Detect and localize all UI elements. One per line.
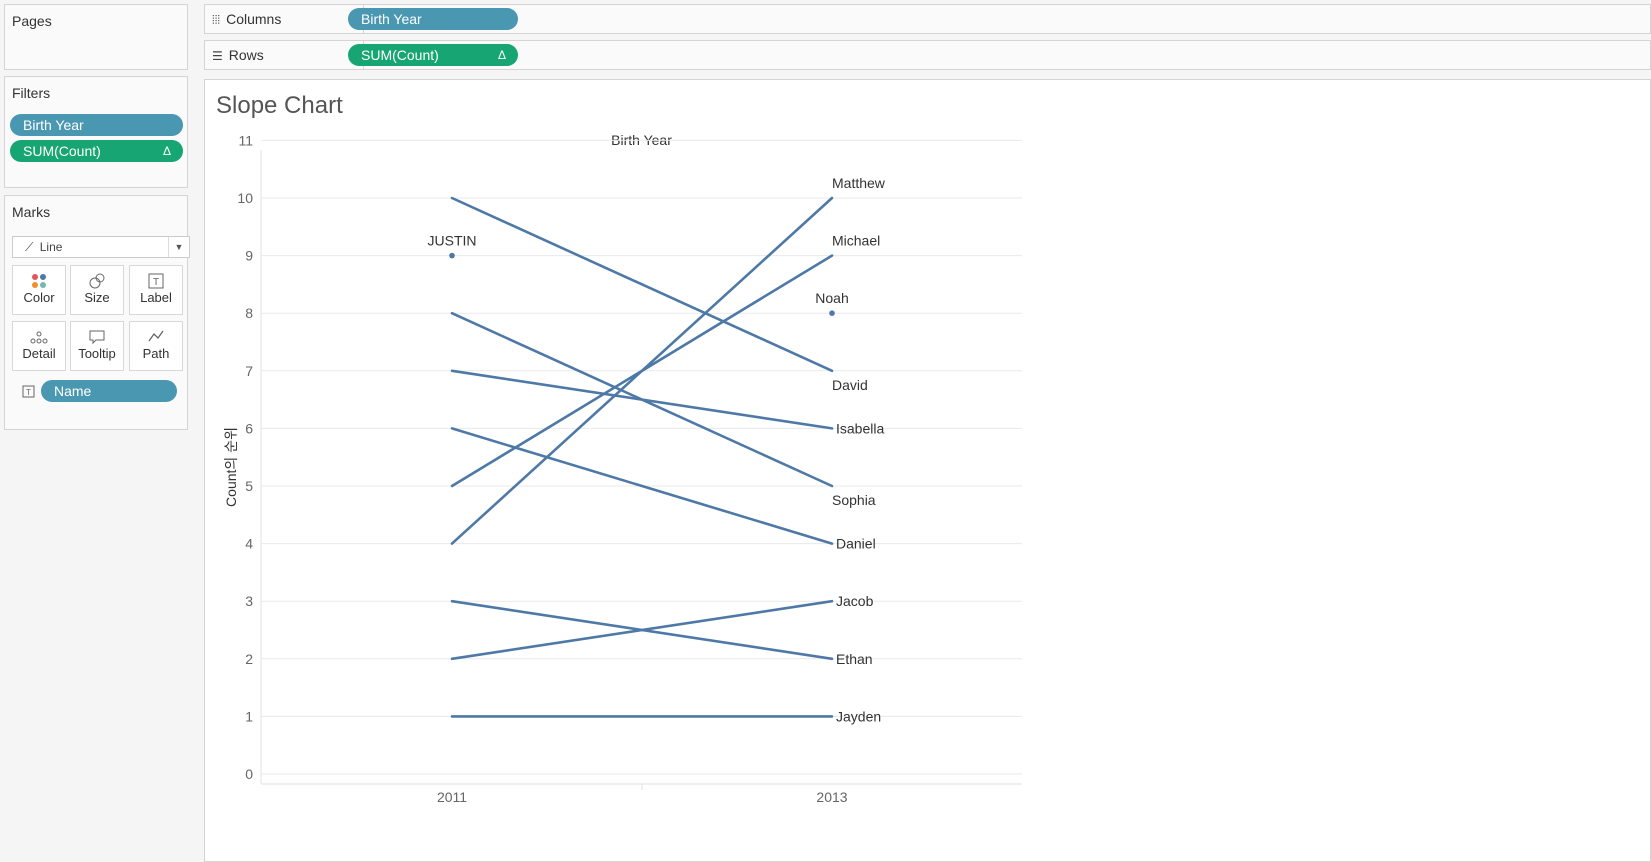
series-label: David: [832, 377, 868, 393]
filters-shelf[interactable]: Filters Birth Year SUM(Count) Δ: [4, 76, 188, 188]
rows-label: Rows: [228, 47, 264, 63]
y-tick-label: 3: [245, 593, 253, 609]
size-button[interactable]: Size: [70, 265, 124, 315]
y-tick-label: 2: [245, 651, 253, 667]
x-tick-label: 2013: [816, 789, 847, 805]
y-tick-label: 4: [245, 536, 253, 552]
sheet-title: Slope Chart: [216, 92, 343, 119]
series-label: Michael: [832, 233, 880, 249]
chevron-down-icon: ▼: [168, 237, 189, 257]
x-tick-label: 2011: [437, 789, 467, 805]
filter-pill-sum-count[interactable]: SUM(Count) Δ: [10, 140, 183, 162]
tooltip-icon: [71, 322, 123, 346]
path-icon: [130, 322, 182, 346]
series-line: [450, 196, 834, 373]
size-icon: [71, 266, 123, 290]
series-label: Jacob: [836, 593, 874, 609]
series-label: Daniel: [836, 536, 876, 552]
y-axis-title: Count의 순위: [223, 427, 239, 507]
columns-icon: ⦙⦙⦙: [212, 13, 221, 27]
series-label: Jayden: [836, 708, 881, 724]
delta-icon: Δ: [497, 48, 506, 62]
y-tick-label: 1: [245, 708, 253, 724]
filters-title: Filters: [12, 85, 51, 101]
series-line: [450, 599, 834, 661]
line-mark-icon: ⟋: [25, 240, 34, 254]
columns-label: Columns: [226, 11, 282, 27]
rows-icon: ☰: [212, 49, 223, 63]
series-line: [450, 311, 834, 488]
label-icon: T: [130, 266, 182, 290]
tooltip-button[interactable]: Tooltip: [70, 321, 124, 371]
path-button[interactable]: Path: [129, 321, 183, 371]
label-button[interactable]: T Label: [129, 265, 183, 315]
series-point: [829, 310, 835, 316]
svg-text:T: T: [153, 277, 159, 288]
series-label: Ethan: [836, 651, 873, 667]
y-tick-label: 11: [238, 132, 253, 148]
y-tick-label: 6: [245, 420, 253, 436]
columns-pill-birth-year[interactable]: Birth Year: [348, 8, 518, 30]
filter-pill-birth-year[interactable]: Birth Year: [10, 114, 183, 136]
series-label: Sophia: [832, 492, 876, 508]
mark-type-dropdown[interactable]: ⟋ Line ▼: [12, 236, 190, 258]
marks-title: Marks: [12, 204, 51, 220]
series-label: JUSTIN: [428, 233, 477, 249]
y-tick-label: 9: [245, 248, 253, 264]
columns-shelf[interactable]: ⦙⦙⦙ Columns Birth Year: [204, 4, 1651, 34]
pages-title: Pages: [12, 13, 52, 29]
label-icon: T: [22, 385, 35, 403]
series-point: [449, 252, 455, 259]
series-label: Matthew: [832, 175, 886, 191]
y-tick-label: 5: [245, 478, 253, 494]
marks-card: Marks ⟋ Line ▼ Color Size T Label Detail…: [4, 195, 190, 430]
worksheet-view: Slope Chart Birth Year 0 1 2 3 4 5 6 7 8 9 10 11 2011…: [204, 79, 1651, 862]
rows-pill-sum-count[interactable]: SUM(Count) Δ: [348, 44, 518, 66]
y-tick-label: 7: [245, 363, 253, 379]
pages-shelf[interactable]: Pages: [4, 4, 188, 70]
series-line: [450, 427, 834, 545]
color-icon: [13, 266, 65, 290]
detail-icon: [13, 322, 65, 346]
y-tick-label: 8: [245, 305, 253, 321]
series-label: Noah: [815, 290, 848, 306]
rows-shelf[interactable]: ☰ Rows SUM(Count) Δ: [204, 40, 1651, 70]
color-button[interactable]: Color: [12, 265, 66, 315]
series-label: Isabella: [836, 420, 884, 436]
detail-button[interactable]: Detail: [12, 321, 66, 371]
marks-field-pill-name[interactable]: Name: [41, 380, 177, 402]
delta-icon: Δ: [162, 144, 171, 158]
svg-text:T: T: [26, 388, 31, 397]
y-tick-label: 10: [237, 190, 253, 206]
y-tick-label: 0: [245, 766, 253, 782]
